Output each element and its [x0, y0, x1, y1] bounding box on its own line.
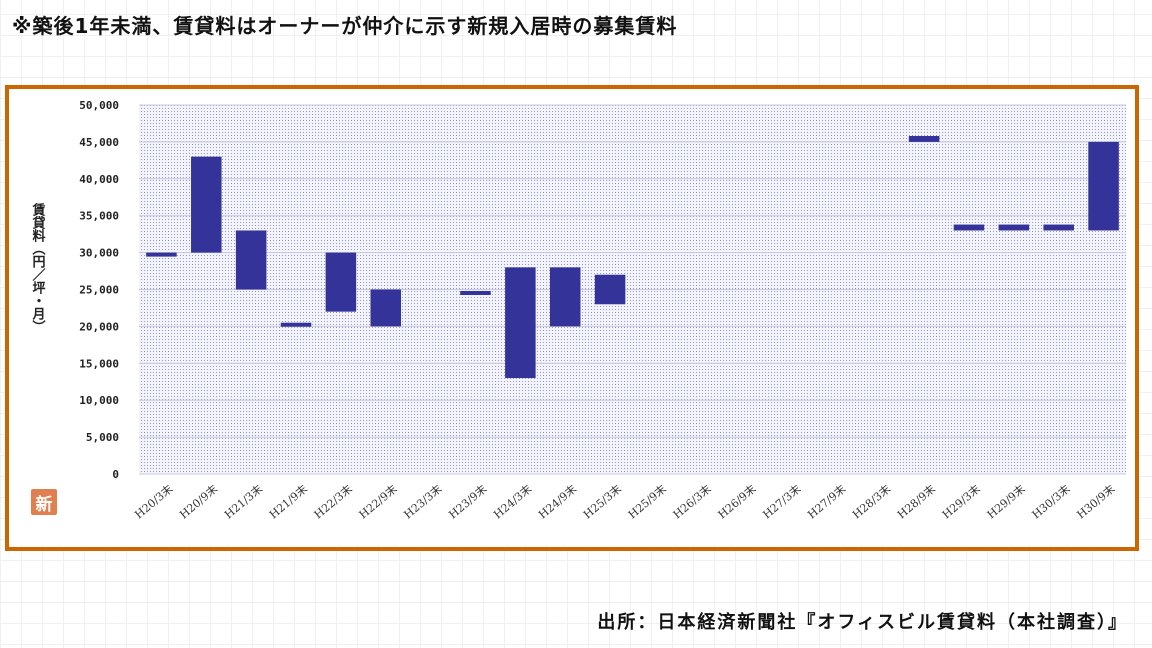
x-tick-label: H28/3末 — [849, 482, 893, 522]
x-tick-label: H27/9末 — [805, 482, 849, 522]
x-tick-label: H21/3末 — [221, 482, 265, 522]
x-tick-label: H30/3末 — [1029, 482, 1073, 522]
x-tick-labels: H20/3末 H20/9末 H21/3末 H21/9末 H22/3末 H22/9末 H23/… — [132, 482, 1118, 522]
x-tick-label: H28/9末 — [894, 482, 938, 522]
bar — [460, 290, 491, 295]
x-tick-label: H22/3末 — [311, 482, 355, 522]
x-tick-label: H26/3末 — [670, 482, 714, 522]
y-tick-label: 0 — [112, 468, 119, 481]
y-tick-label: 10,000 — [79, 394, 119, 407]
bar — [908, 135, 940, 142]
publisher-logo: 新 — [31, 489, 57, 515]
x-tick-label: H25/9末 — [625, 482, 669, 522]
y-tick-label: 5,000 — [86, 431, 119, 444]
y-tick-label: 40,000 — [79, 173, 119, 186]
x-tick-label: H21/9末 — [266, 482, 310, 522]
bar — [953, 224, 985, 231]
y-tick-label: 50,000 — [79, 99, 119, 112]
bar — [235, 230, 267, 290]
x-tick-label: H30/9末 — [1074, 482, 1118, 522]
bar — [1088, 141, 1119, 231]
x-tick-label: H23/3末 — [401, 482, 445, 522]
x-tick-label: H23/9末 — [446, 482, 490, 522]
bars — [146, 135, 1119, 379]
y-tick-label: 45,000 — [79, 136, 119, 149]
x-tick-label: H29/3末 — [939, 482, 983, 522]
x-tick-label: H26/9末 — [715, 482, 759, 522]
x-tick-label: H29/9末 — [984, 482, 1028, 522]
bar — [280, 322, 312, 327]
bar — [594, 274, 626, 305]
bar — [370, 289, 402, 327]
y-tick-label: 20,000 — [79, 320, 119, 333]
bar — [505, 267, 536, 379]
x-tick-label: H20/9末 — [177, 482, 221, 522]
bar — [998, 224, 1030, 231]
y-tick-label: 15,000 — [79, 357, 119, 370]
y-tick-label: 30,000 — [79, 247, 119, 260]
x-tick-label: H24/9末 — [535, 482, 579, 522]
bar — [549, 267, 581, 327]
bar — [1043, 224, 1074, 231]
y-tick-label: 35,000 — [79, 210, 119, 223]
y-axis-label: 賃貸料（円／坪・月） — [30, 202, 47, 333]
x-tick-label: H25/3末 — [580, 482, 624, 522]
bar — [146, 252, 177, 257]
bar — [191, 156, 222, 253]
x-tick-label: H27/3末 — [760, 482, 804, 522]
x-tick-label: H24/3末 — [491, 482, 535, 522]
source-note: 出所：日本経済新聞社『オフィスビル賃貸料（本社調査）』 — [597, 612, 1128, 633]
x-tick-label: H20/3末 — [132, 482, 176, 522]
chart-note: ※築後1年未満、賃貸料はオーナーが仲介に示す新規入居時の募集賃料 — [12, 14, 678, 38]
x-tick-label: H22/9末 — [356, 482, 400, 522]
bar — [325, 252, 357, 312]
y-tick-labels: 0 5,000 10,000 15,000 20,000 25,000 30,000 35,0… — [79, 99, 119, 481]
y-tick-label: 25,000 — [79, 284, 119, 297]
